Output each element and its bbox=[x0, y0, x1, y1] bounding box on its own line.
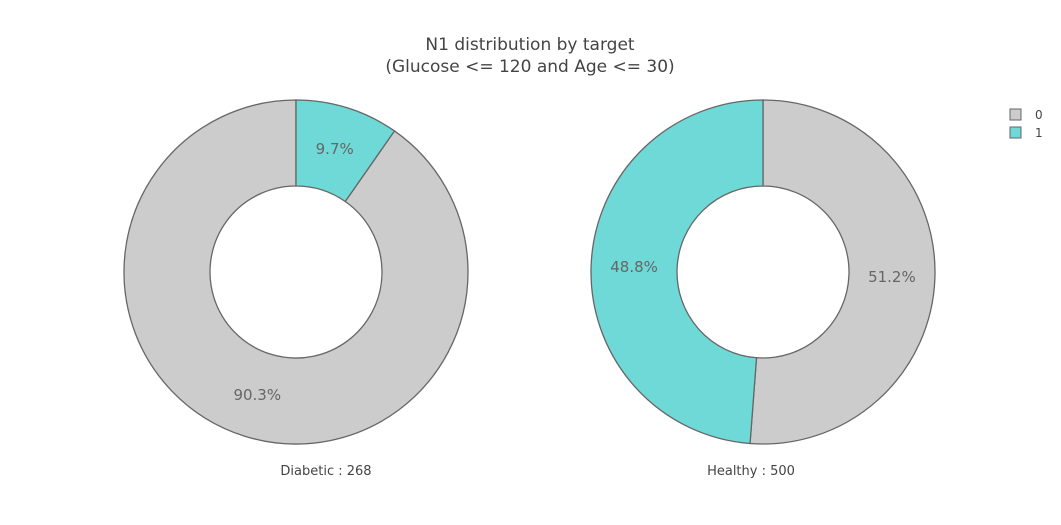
donut-diabetic: 90.3% 9.7% bbox=[123, 99, 469, 445]
donut-1-slice-1-label: 48.8% bbox=[610, 258, 658, 276]
chart-title: N1 distribution by target bbox=[425, 35, 634, 55]
legend-swatch-1[interactable] bbox=[1009, 126, 1022, 139]
donut-1-slice-1[interactable] bbox=[590, 99, 764, 445]
donut-label-healthy: Healthy : 500 bbox=[707, 464, 795, 479]
donut-0-slice-0-label: 90.3% bbox=[233, 386, 281, 404]
donut-label-diabetic: Diabetic : 268 bbox=[280, 464, 371, 479]
legend-label-1: 1 bbox=[1035, 126, 1043, 140]
chart-subtitle: (Glucose <= 120 and Age <= 30) bbox=[385, 57, 674, 77]
donut-1-slice-0-label: 51.2% bbox=[868, 268, 916, 286]
donut-healthy: 51.2% 48.8% bbox=[590, 99, 936, 445]
legend-swatch-0[interactable] bbox=[1009, 108, 1022, 121]
donut-0-slice-0[interactable] bbox=[123, 99, 469, 445]
legend-label-0: 0 bbox=[1035, 108, 1043, 122]
donut-0-slice-1[interactable] bbox=[295, 99, 396, 203]
donut-0-slice-1-label: 9.7% bbox=[316, 140, 354, 158]
legend: 0 1 bbox=[1009, 108, 1043, 140]
donut-1-slice-0[interactable] bbox=[749, 99, 936, 445]
